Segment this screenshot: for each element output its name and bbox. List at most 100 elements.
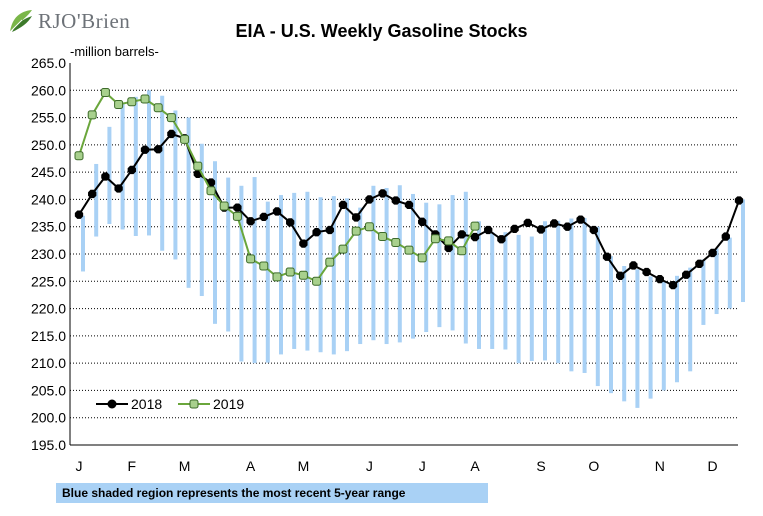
- data-point-2018: [259, 212, 268, 222]
- data-point-2018: [167, 129, 176, 139]
- x-tick-label: A: [246, 458, 256, 474]
- series-line-2018: [78, 132, 740, 287]
- y-tick-label: 235.0: [31, 219, 66, 235]
- range-bar: [411, 193, 415, 339]
- data-point-2019: [114, 99, 124, 109]
- range-bar: [727, 237, 732, 309]
- range-bar: [688, 267, 693, 372]
- data-point-2019: [180, 134, 190, 144]
- data-point-2019: [325, 257, 335, 267]
- data-point-2019: [259, 261, 269, 271]
- legend-marker-2018: [107, 399, 117, 409]
- data-point-2019: [378, 232, 388, 242]
- legend-marker-2019: [189, 399, 199, 409]
- data-point-2018: [510, 224, 519, 234]
- data-point-2018: [682, 270, 691, 279]
- data-point-2019: [206, 186, 216, 196]
- data-point-2019: [153, 103, 163, 113]
- data-point-2018: [642, 267, 651, 277]
- range-bar: [265, 201, 270, 363]
- logo: RJO'Brien: [8, 8, 130, 34]
- data-point-2019: [100, 87, 110, 97]
- x-tick-label: F: [128, 458, 137, 474]
- data-point-2018: [602, 252, 612, 261]
- x-tick-label: J: [76, 458, 83, 474]
- data-point-2018: [563, 222, 572, 231]
- y-tick-label: 245.0: [31, 164, 66, 180]
- range-bar: [371, 185, 376, 341]
- data-point-2018: [378, 189, 387, 198]
- range-bar: [345, 198, 349, 352]
- range-bar: [569, 218, 574, 372]
- data-point-2018: [391, 196, 400, 205]
- data-point-2018: [497, 235, 506, 244]
- range-bar: [199, 143, 204, 297]
- data-point-2019: [272, 272, 282, 282]
- data-point-2018: [734, 196, 744, 205]
- data-point-2019: [232, 211, 242, 221]
- range-bar: [305, 191, 310, 351]
- data-point-2019: [312, 276, 322, 286]
- data-point-2019: [417, 253, 427, 263]
- chart-title: EIA - U.S. Weekly Gasoline Stocks: [235, 21, 528, 41]
- data-point-2018: [127, 165, 136, 175]
- range-bar: [160, 95, 165, 251]
- data-point-2018: [470, 232, 480, 242]
- range-bar: [595, 226, 600, 387]
- y-tick-label: 230.0: [31, 246, 66, 262]
- range-bar: [81, 215, 85, 272]
- data-point-2018: [74, 210, 84, 219]
- range-bar: [556, 220, 561, 364]
- x-tick-label: J: [419, 458, 426, 474]
- data-point-2018: [88, 189, 97, 199]
- data-point-2018: [286, 218, 295, 227]
- data-point-2018: [365, 195, 374, 204]
- data-point-2018: [418, 217, 427, 226]
- y-tick-label: 200.0: [31, 410, 66, 426]
- data-point-2019: [74, 151, 84, 161]
- y-tick-label: 240.0: [31, 191, 66, 207]
- range-bar: [226, 177, 231, 332]
- range-bar: [120, 103, 125, 230]
- data-point-2018: [695, 259, 704, 268]
- range-bar: [252, 177, 257, 364]
- data-point-2018: [101, 172, 110, 181]
- data-point-2018: [114, 184, 123, 193]
- y-tick-label: 250.0: [31, 137, 66, 153]
- data-point-2018: [206, 178, 216, 187]
- x-tick-label: M: [179, 458, 191, 474]
- range-bar: [213, 161, 217, 324]
- data-point-2019: [166, 113, 176, 123]
- range-bar: [529, 236, 534, 361]
- data-point-2018: [338, 200, 348, 210]
- range-bar: [661, 281, 666, 391]
- range-bar: [384, 187, 389, 345]
- range-bar: [397, 185, 402, 343]
- y-tick-label: 220.0: [31, 301, 66, 317]
- logo-text: RJO'Brien: [38, 8, 131, 33]
- x-tick-label: O: [588, 458, 599, 474]
- range-bar: [622, 266, 627, 402]
- footnote-banner: Blue shaded region represents the most r…: [56, 483, 488, 503]
- data-point-2018: [484, 225, 493, 235]
- data-point-2019: [391, 238, 401, 248]
- data-point-2018: [352, 213, 361, 222]
- x-tick-label: D: [708, 458, 718, 474]
- series-line-2019: [78, 90, 476, 283]
- data-point-2018: [154, 145, 163, 154]
- x-tick-label: N: [655, 458, 665, 474]
- range-bar: [701, 259, 706, 325]
- data-point-2018: [708, 248, 717, 258]
- range-bar: [358, 207, 363, 345]
- range-bar: [648, 276, 653, 399]
- data-point-2018: [246, 217, 255, 226]
- y-tick-label: 225.0: [31, 273, 66, 289]
- data-point-2018: [629, 261, 638, 270]
- data-point-2018: [668, 280, 678, 290]
- y-tick-label: 215.0: [31, 328, 66, 344]
- range-bar: [477, 221, 481, 349]
- data-point-2018: [233, 203, 242, 212]
- legend-label-2019: 2019: [213, 396, 244, 412]
- data-point-2019: [298, 270, 308, 280]
- range-bar: [609, 256, 613, 394]
